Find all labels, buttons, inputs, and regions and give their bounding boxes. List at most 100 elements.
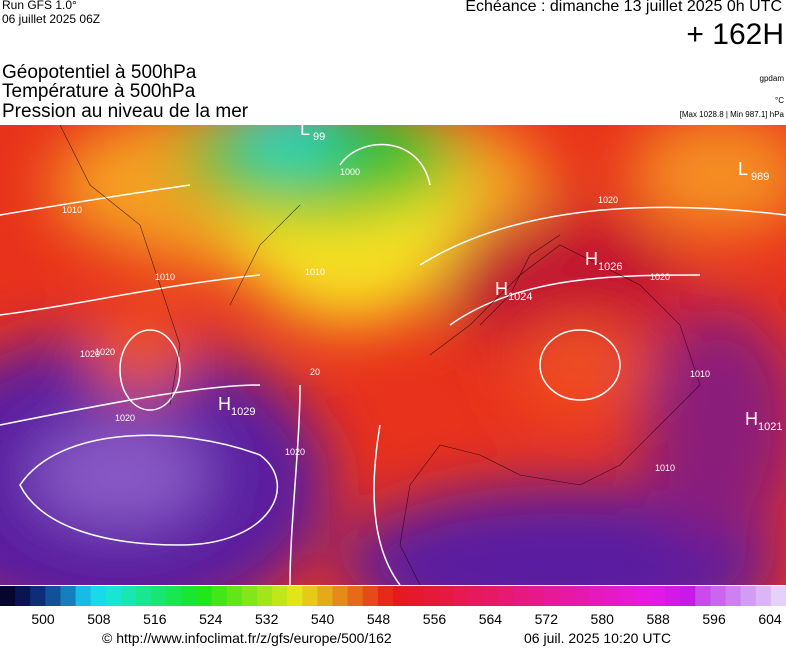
center-value: 1024 [508,291,532,303]
swatch [544,586,560,606]
swatch [151,586,167,606]
swatch [649,586,666,606]
isobar-label: 1020 [80,349,100,359]
swatch [317,586,334,606]
isobar-label: 1010 [690,369,710,379]
isobar-label: 1010 [305,267,325,277]
center-value: 1021 [758,421,782,433]
colorbar-label: 564 [479,611,503,627]
swatch [740,586,757,606]
swatch [211,586,228,606]
center-value: 1026 [598,261,622,273]
echeance: Echéance : dimanche 13 juillet 2025 0h U… [465,0,782,15]
colorbar: 500 508 516 524 532 540 548 556 564 572 580 588 596 6… [0,586,786,627]
swatch [680,586,696,606]
swatch [498,586,515,606]
unit: °C [775,96,784,105]
swatch [181,586,197,606]
swatch [60,586,77,606]
center-letter: L [300,125,310,139]
swatch [196,586,213,606]
colorbar-label: 532 [255,611,279,627]
swatch [755,586,772,606]
swatch [438,586,454,606]
unit: [Max 1028.8 | Min 987.1] hPa [679,110,784,119]
swatch [695,586,711,606]
run: Run GFS 1.0° [2,0,77,12]
swatch [408,586,424,606]
swatch [468,586,485,606]
colorbar-label: 524 [199,611,223,627]
colorbar-label: 548 [367,611,391,627]
unit: gpdam [759,74,784,83]
colorbar-label: 508 [87,611,111,627]
isobar-label: 1010 [155,272,175,282]
offset: + 162H [686,18,784,51]
isobar-label: 1020 [650,272,670,282]
isobar-label: 1020 [95,347,115,357]
isobar-label: 1020 [115,413,135,423]
center-value: 99 [313,131,325,143]
colorbar-label: 604 [758,611,782,627]
swatch [362,586,379,606]
swatch [120,586,137,606]
swatch [45,586,61,606]
layer: Géopotentiel à 500hPa [2,62,197,83]
isobar-label: 1010 [62,205,82,215]
swatch [30,586,46,606]
swatch [589,586,606,606]
colorbar-label: 580 [591,611,615,627]
run-date: 06 juillet 2025 06Z [2,12,101,26]
colorbar-label: 572 [535,611,559,627]
isobar-label: 20 [310,367,320,377]
center-letter: H [585,249,598,269]
center-letter: H [745,409,758,429]
swatch [393,586,409,606]
swatch [574,586,590,606]
swatch [90,586,107,606]
swatch [619,586,636,606]
swatch [332,586,349,606]
colorbar-label: 500 [31,611,55,627]
swatch [377,586,394,606]
swatch [604,586,621,606]
swatch [483,586,500,606]
center-letter: H [495,279,508,299]
center-letter: L [738,159,748,179]
footer-url: © http://www.infoclimat.fr/z/gfs/europe/… [102,630,392,646]
colorbar-label: 556 [423,611,447,627]
center-value: 989 [751,171,769,183]
swatch [725,586,742,606]
swatch [529,586,545,606]
colorbar-label: 540 [311,611,335,627]
layer: Température à 500hPa [2,81,196,102]
footer-time: 06 juil. 2025 10:20 UTC [524,630,672,646]
swatch [0,586,16,606]
isobar-label: 1010 [655,463,675,473]
swatch [423,586,439,606]
swatch [559,586,575,606]
swatch [15,586,31,606]
center-value: 1029 [231,406,255,418]
colorbar-label: 516 [143,611,167,627]
swatch [513,586,530,606]
swatch [226,586,243,606]
colorbar-label: 588 [646,611,670,627]
swatch [256,586,273,606]
layer: Pression au niveau de la mer [2,101,249,122]
isobar-label: 1000 [340,167,360,177]
swatch [453,586,470,606]
swatch [665,586,681,606]
isobar-label: 1020 [598,195,618,205]
center-letter: H [218,394,231,414]
swatch [166,586,182,606]
swatch [75,586,92,606]
swatch [770,586,786,606]
swatch [710,586,727,606]
colorbar-label: 596 [702,611,726,627]
isobar-label: 1020 [285,447,305,457]
swatch [287,586,303,606]
swatch [302,586,318,606]
